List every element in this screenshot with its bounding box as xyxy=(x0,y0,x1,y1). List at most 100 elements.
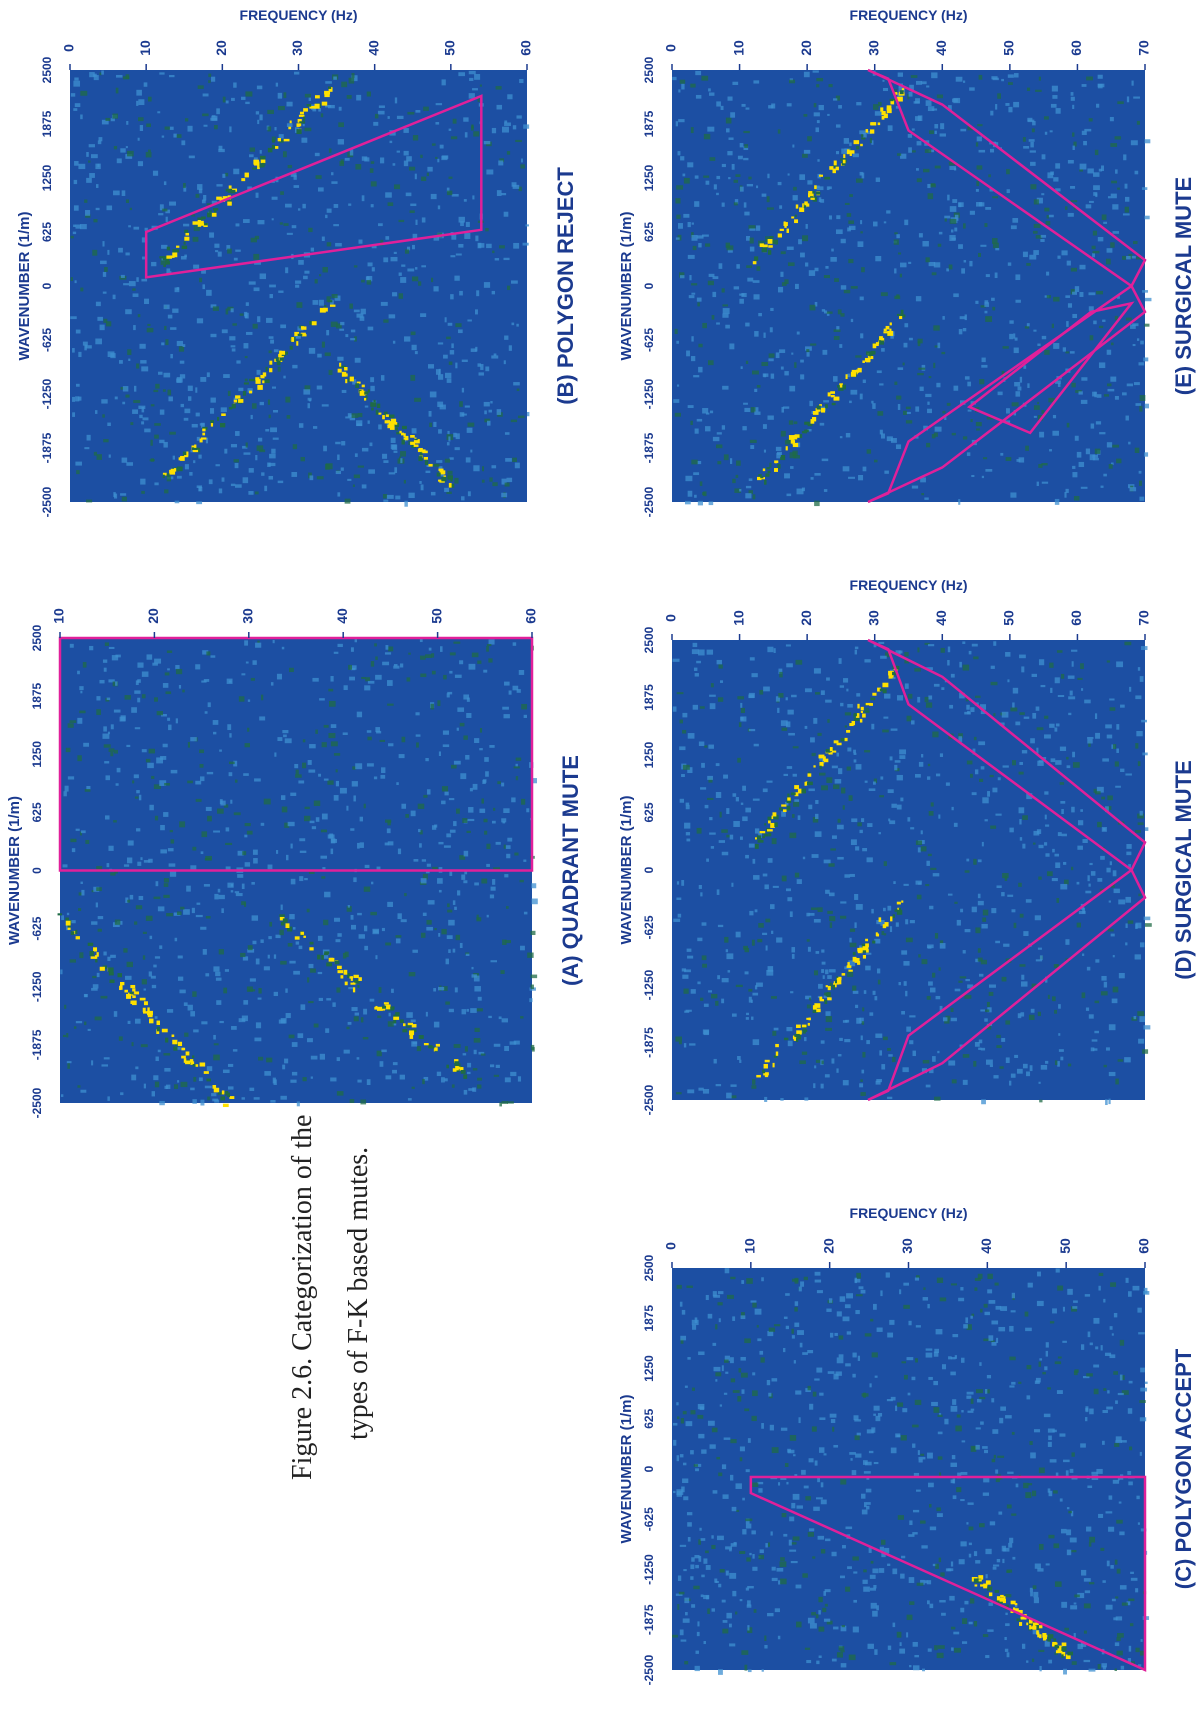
noise-speckle xyxy=(860,1289,866,1294)
noise-speckle xyxy=(1072,465,1076,469)
noise-speckle xyxy=(918,1458,923,1463)
noise-speckle xyxy=(254,491,259,495)
noise-speckle xyxy=(816,1367,823,1373)
noise-speckle xyxy=(746,1557,751,1562)
noise-speckle xyxy=(1036,1300,1044,1307)
noise-speckle xyxy=(336,1057,340,1062)
noise-speckle xyxy=(1000,1406,1006,1411)
noise-speckle xyxy=(745,1523,752,1529)
noise-speckle xyxy=(1053,1543,1060,1549)
noise-speckle xyxy=(321,876,326,879)
noise-speckle xyxy=(986,1024,992,1030)
noise-speckle xyxy=(845,1586,851,1592)
energy-point xyxy=(216,196,222,200)
noise-speckle xyxy=(151,1091,156,1097)
noise-speckle xyxy=(718,1318,721,1323)
noise-speckle xyxy=(344,498,351,504)
noise-speckle xyxy=(1073,1370,1078,1376)
energy-point xyxy=(774,822,778,828)
noise-speckle xyxy=(295,941,300,945)
noise-speckle xyxy=(482,466,485,472)
noise-speckle xyxy=(72,348,75,353)
energy-point xyxy=(831,750,837,753)
noise-speckle xyxy=(375,727,381,733)
mute-polygon xyxy=(749,1475,1147,1672)
noise-speckle xyxy=(1128,1598,1135,1602)
noise-speckle xyxy=(431,277,434,283)
noise-speckle xyxy=(860,1079,863,1082)
noise-speckle xyxy=(852,1626,859,1633)
noise-speckle xyxy=(122,401,126,405)
noise-speckle xyxy=(123,948,128,953)
noise-speckle xyxy=(438,429,442,434)
noise-speckle xyxy=(232,323,237,326)
noise-speckle xyxy=(886,436,893,442)
noise-speckle xyxy=(963,223,966,229)
noise-speckle xyxy=(227,390,231,397)
noise-speckle xyxy=(977,957,983,962)
energy-point xyxy=(897,910,901,915)
noise-speckle xyxy=(102,733,110,739)
noise-speckle xyxy=(831,765,838,769)
energy-point xyxy=(819,999,824,1002)
noise-speckle xyxy=(767,1330,774,1337)
noise-speckle xyxy=(1038,844,1044,849)
energy-point xyxy=(279,350,282,356)
noise-speckle xyxy=(175,668,183,675)
noise-speckle xyxy=(987,1273,993,1280)
noise-speckle xyxy=(1025,1492,1032,1499)
noise-speckle xyxy=(1115,1078,1119,1085)
noise-speckle xyxy=(1044,734,1051,739)
noise-speckle xyxy=(282,1064,286,1070)
noise-speckle xyxy=(818,197,822,203)
noise-speckle xyxy=(174,937,178,942)
noise-speckle xyxy=(908,261,912,264)
noise-speckle xyxy=(1019,819,1022,825)
noise-speckle xyxy=(123,283,130,286)
noise-speckle xyxy=(702,1029,710,1035)
noise-speckle xyxy=(800,374,805,380)
noise-speckle xyxy=(406,156,412,162)
noise-speckle xyxy=(956,919,961,926)
wavenumber-tick-label: 2500 xyxy=(642,626,656,653)
noise-speckle xyxy=(182,344,186,347)
noise-speckle xyxy=(1029,1441,1033,1445)
noise-speckle xyxy=(449,670,453,674)
noise-speckle xyxy=(935,1329,943,1335)
frequency-tick-label: 20 xyxy=(213,40,229,56)
noise-speckle xyxy=(871,140,874,145)
energy-point xyxy=(1042,1632,1047,1638)
noise-speckle xyxy=(337,643,343,648)
noise-speckle xyxy=(496,190,502,197)
noise-speckle xyxy=(752,494,756,500)
noise-speckle xyxy=(973,656,979,660)
noise-speckle xyxy=(265,429,270,432)
noise-speckle xyxy=(1098,325,1104,329)
noise-speckle xyxy=(80,224,87,230)
noise-speckle xyxy=(354,638,358,643)
noise-speckle xyxy=(103,667,107,672)
noise-speckle xyxy=(452,118,457,124)
noise-speckle xyxy=(870,1602,877,1609)
noise-speckle xyxy=(916,894,922,900)
noise-speckle xyxy=(1115,785,1121,788)
noise-speckle xyxy=(260,694,264,701)
noise-speckle xyxy=(1100,991,1108,996)
noise-speckle xyxy=(964,711,971,715)
noise-speckle xyxy=(120,493,127,496)
noise-speckle xyxy=(190,1087,195,1091)
energy-point xyxy=(278,353,284,358)
frequency-tick-label: 20 xyxy=(145,608,161,624)
noise-speckle xyxy=(732,793,737,797)
noise-speckle xyxy=(834,779,842,784)
noise-speckle xyxy=(1128,441,1131,445)
noise-speckle xyxy=(944,1019,950,1024)
noise-speckle xyxy=(388,314,396,319)
noise-speckle xyxy=(1052,996,1056,1002)
noise-speckle xyxy=(847,227,851,232)
energy-point xyxy=(894,909,898,912)
noise-speckle xyxy=(343,1049,350,1054)
noise-speckle xyxy=(945,1015,951,1021)
noise-speckle xyxy=(1096,1468,1103,1474)
noise-speckle xyxy=(752,1302,757,1308)
